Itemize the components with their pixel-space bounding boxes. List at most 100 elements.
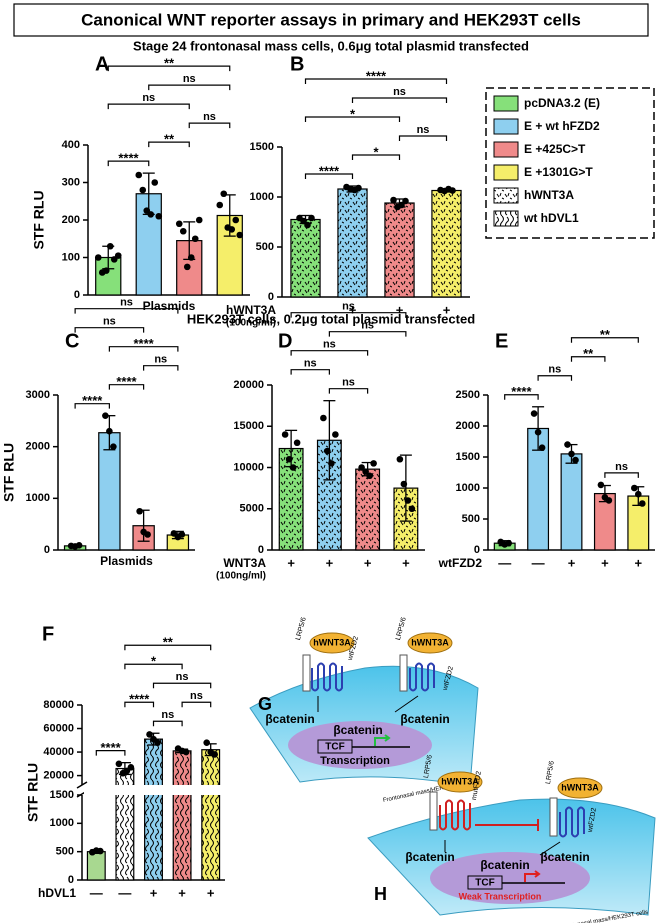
- y-tick-label: 60000: [43, 722, 74, 734]
- label: βcatenin: [540, 850, 589, 864]
- legend-label: E + wt hFZD2: [524, 119, 600, 133]
- significance-label: ns: [323, 339, 336, 351]
- data-point: [396, 455, 404, 463]
- data-point: [179, 227, 187, 235]
- data-point: [154, 739, 161, 746]
- x-tick-label: +: [635, 555, 643, 570]
- legend-swatch: [493, 95, 519, 112]
- ligand: [437, 771, 483, 793]
- legend-swatch: [493, 164, 519, 181]
- data-point: [102, 267, 110, 274]
- label: LRP5/6: [395, 617, 408, 641]
- x-tick-label: —: [498, 555, 511, 570]
- diagram-h: H hWNT3A hWNT3A LRP5/6 LRP5/6 mutFZD2 wt…: [367, 754, 656, 923]
- significance-label: ns: [183, 73, 196, 85]
- significance-label: ns: [417, 124, 430, 136]
- data-point: [631, 484, 638, 492]
- bar: [216, 214, 243, 296]
- y-tick-label: 0: [474, 544, 480, 556]
- y-tick-label: 2500: [456, 389, 480, 401]
- data-point: [285, 455, 293, 463]
- arrow: [524, 870, 541, 882]
- data-point: [300, 217, 307, 225]
- bar-texture: [431, 190, 462, 297]
- y-tick-label: 0: [44, 544, 50, 556]
- significance-bracket: [143, 365, 179, 371]
- co-receptor: [549, 797, 558, 837]
- significance-label: ns: [190, 690, 203, 702]
- title-box: [13, 3, 649, 37]
- data-point: [530, 410, 538, 417]
- ligand: [407, 632, 453, 654]
- y-tick-label: 1500: [250, 141, 274, 153]
- label: βcatenin: [333, 723, 382, 737]
- label: βcatenin: [405, 850, 454, 864]
- significance-bracket: [148, 84, 231, 91]
- y-tick-label: 0: [258, 544, 264, 556]
- data-point: [639, 500, 646, 507]
- legend-swatch: [493, 141, 519, 158]
- bar-texture: [144, 739, 163, 880]
- y-tick-label: 10000: [233, 461, 264, 473]
- data-point: [127, 764, 135, 771]
- significance-label: ns: [176, 671, 189, 683]
- data-point: [175, 220, 183, 228]
- bar: [86, 851, 106, 881]
- y-tick-label: 1500: [50, 789, 74, 801]
- arrow: [374, 734, 391, 746]
- significance-bracket: [124, 663, 183, 670]
- y-tick-label: 5000: [240, 503, 264, 515]
- y-tick-label: 40000: [43, 746, 74, 758]
- data-point: [203, 739, 210, 746]
- data-point: [144, 531, 151, 538]
- significance-bracket: [304, 78, 448, 84]
- x-tick-label: +: [207, 885, 215, 900]
- data-point: [404, 497, 412, 504]
- x-tick-label: —: [90, 885, 103, 900]
- y-tick-label: 20000: [233, 379, 264, 391]
- significance-label: ****: [134, 336, 155, 351]
- label: Frontonasal mass/HEK293T cells: [560, 910, 649, 923]
- label: hWNT3A: [411, 637, 449, 647]
- panel-label: E: [495, 330, 508, 352]
- bar: [560, 453, 583, 551]
- data-point: [355, 184, 362, 192]
- significance-label: ns: [142, 92, 155, 104]
- x-tick-label: +: [443, 302, 451, 317]
- y-axis-label: STF RLU: [25, 763, 41, 822]
- significance-label: ns: [203, 111, 216, 123]
- data-point: [293, 439, 301, 447]
- x-tick-label: +: [402, 555, 410, 570]
- data-point: [408, 505, 416, 513]
- axis-break: [76, 781, 88, 789]
- data-point: [220, 190, 228, 198]
- data-point: [187, 254, 195, 261]
- data-point: [183, 263, 191, 271]
- significance-label: **: [163, 635, 174, 650]
- data-point: [332, 431, 339, 438]
- significance-bracket: [152, 720, 183, 727]
- label: hWNT3A: [441, 776, 479, 786]
- x-axis-label: Plasmids: [100, 554, 153, 568]
- significance-label: *: [151, 654, 157, 669]
- significance-label: ****: [118, 151, 139, 166]
- data-point: [106, 242, 114, 250]
- x-tick-label: +: [349, 302, 357, 317]
- y-tick-label: 100: [62, 251, 80, 263]
- data-point: [146, 731, 153, 738]
- co-receptor: [429, 791, 438, 831]
- data-point: [320, 414, 327, 422]
- significance-label: ns: [120, 297, 133, 309]
- significance-label: ****: [319, 163, 340, 178]
- data-point: [97, 847, 104, 855]
- legend-label: E +425C>T: [524, 142, 586, 156]
- data-point: [110, 443, 117, 450]
- bar-texture: [279, 448, 303, 550]
- ligand: [309, 632, 355, 654]
- legend-texture: [493, 187, 519, 204]
- data-point: [178, 531, 186, 538]
- significance-bracket: [124, 644, 212, 651]
- significance-label: ns: [161, 709, 174, 721]
- data-point: [308, 214, 315, 222]
- panel-label: H: [374, 884, 387, 904]
